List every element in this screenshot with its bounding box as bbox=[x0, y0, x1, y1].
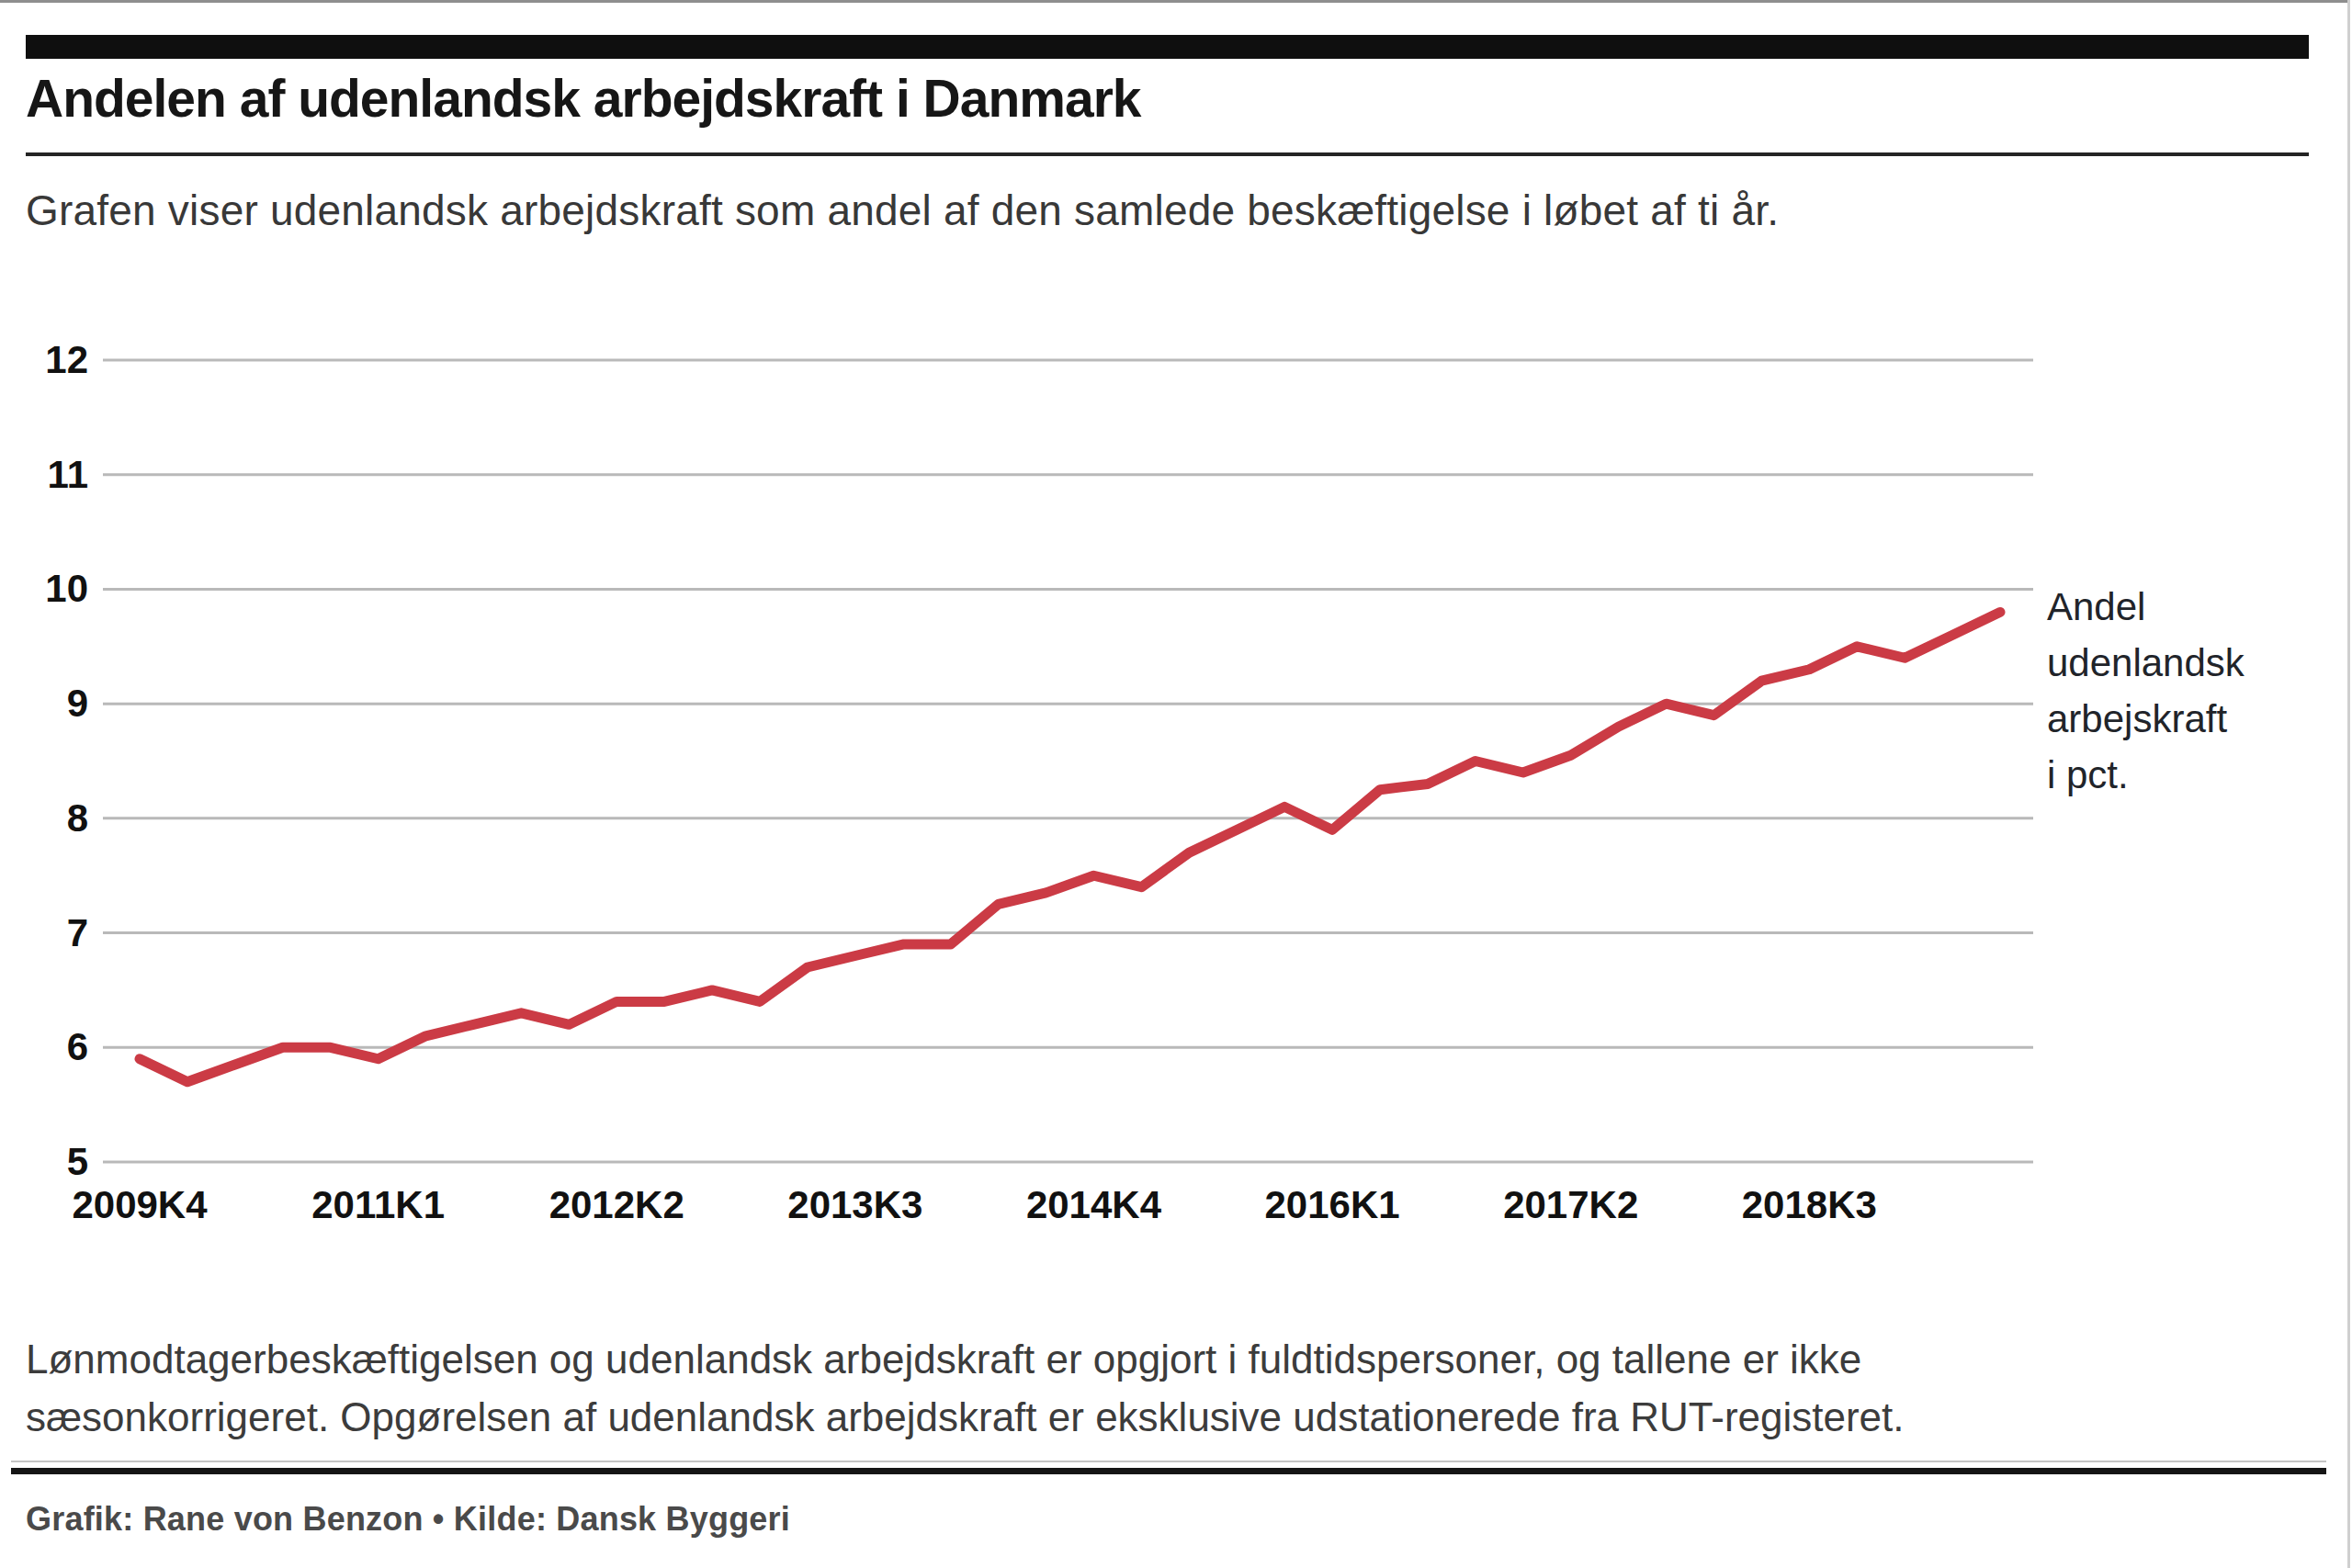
y-axis-tick-label: 7 bbox=[15, 911, 88, 955]
widget-top-border bbox=[0, 0, 2348, 3]
x-axis-tick-label: 2014K4 bbox=[974, 1183, 1213, 1227]
widget-right-border bbox=[2347, 0, 2350, 1568]
x-axis-tick-label: 2009K4 bbox=[20, 1183, 259, 1227]
chart-subtitle: Grafen viser udenlandsk arbejdskraft som… bbox=[26, 186, 2304, 235]
footer-divider bbox=[11, 1468, 2326, 1474]
series-label-line: udenlandsk bbox=[2047, 635, 2341, 691]
series-label-line: Andel bbox=[2047, 579, 2341, 635]
footnote-line: sæsonkorrigeret. Opgørelsen af udenlands… bbox=[26, 1388, 2139, 1446]
y-axis-tick-label: 9 bbox=[15, 682, 88, 726]
x-axis-tick-label: 2017K2 bbox=[1452, 1183, 1690, 1227]
y-axis-tick-label: 11 bbox=[15, 453, 88, 497]
series-label-line: i pct. bbox=[2047, 747, 2341, 803]
y-axis-tick-label: 8 bbox=[15, 796, 88, 840]
series-label-line: arbejskraft bbox=[2047, 691, 2341, 747]
data-line-foreign-labor-share bbox=[140, 612, 2000, 1081]
footnote-line: Lønmodtagerbeskæftigelsen og udenlandsk … bbox=[26, 1330, 2139, 1388]
x-axis-tick-label: 2012K2 bbox=[497, 1183, 736, 1227]
title-divider bbox=[26, 152, 2309, 156]
x-axis-tick-label: 2018K3 bbox=[1690, 1183, 1928, 1227]
y-axis-tick-label: 5 bbox=[15, 1140, 88, 1184]
credits-line: Grafik: Rane von Benzon • Kilde: Dansk B… bbox=[26, 1500, 1863, 1539]
series-label: Andel udenlandsk arbejskraft i pct. bbox=[2047, 579, 2341, 803]
x-axis-tick-label: 2011K1 bbox=[259, 1183, 498, 1227]
footer-hairline bbox=[11, 1461, 2326, 1462]
page-title: Andelen af udenlandsk arbejdskraft i Dan… bbox=[26, 68, 2231, 129]
x-axis-tick-label: 2013K3 bbox=[736, 1183, 975, 1227]
y-axis-tick-label: 10 bbox=[15, 567, 88, 611]
x-axis-tick-label: 2016K1 bbox=[1213, 1183, 1452, 1227]
y-axis-tick-label: 6 bbox=[15, 1025, 88, 1069]
footnote: Lønmodtagerbeskæftigelsen og udenlandsk … bbox=[26, 1330, 2139, 1446]
headline-bar bbox=[26, 35, 2309, 59]
y-axis-tick-label: 12 bbox=[15, 338, 88, 382]
